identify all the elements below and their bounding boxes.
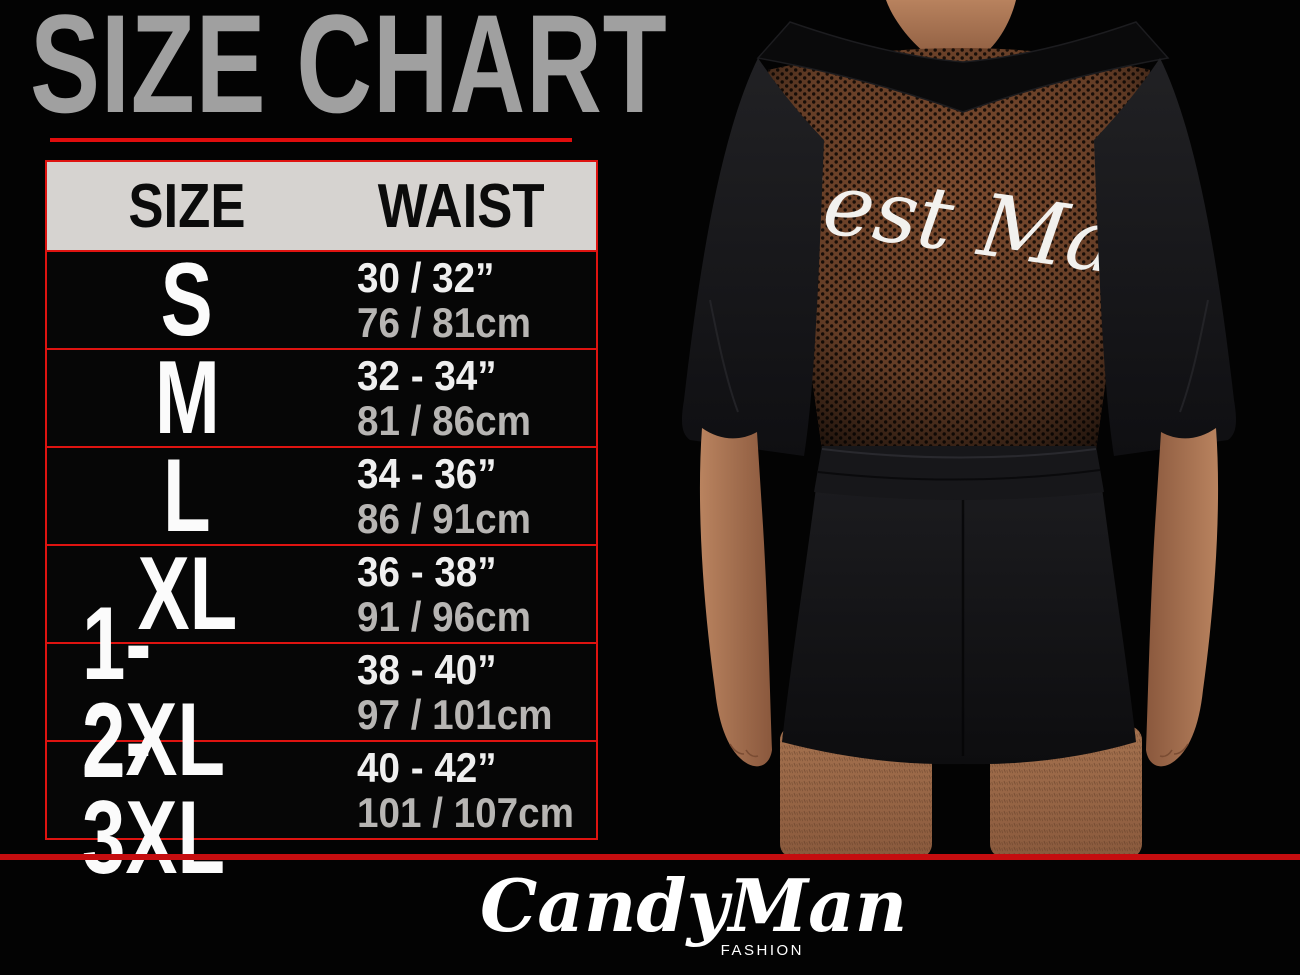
waist-cell: 34 - 36” 86 / 91cm [327,448,596,544]
waist-inches: 34 - 36” [357,450,497,497]
size-cell: L [47,438,327,554]
title-underline [50,138,572,142]
brand-wordmark: CandyMan [480,863,908,948]
size-label: 1-2XL [82,586,226,798]
header-size: SIZE [47,162,327,250]
model-arm-right [1146,428,1219,767]
waist-cm: 101 / 107cm [357,789,575,836]
robe-sleeve-right [1094,58,1236,456]
robe-collar [756,21,1170,113]
brand-logo: CandyMan FASHION [480,863,908,964]
header-waist-label: WAIST [378,171,545,241]
table-row: XL 36 - 38” 91 / 96cm [47,536,596,652]
size-cell: M [47,340,327,456]
robe-sleeve-left [682,58,824,456]
size-label: S [160,242,214,358]
size-label: XL [137,536,237,652]
waist-cm: 81 / 86cm [357,397,532,444]
sleeve-fold [709,299,739,413]
brand-subtext: FASHION [720,942,804,959]
waist-cm: 97 / 101cm [357,691,553,738]
mesh-back-panel [768,48,1150,456]
table-row: M 32 - 34” 81 / 86cm [47,340,596,456]
size-label: 2-3XL [82,684,226,896]
waist-cm: 76 / 81cm [357,299,532,346]
size-cell: S [47,242,327,358]
header-size-label: SIZE [128,171,246,241]
waist-cell: 36 - 38” 91 / 96cm [327,546,596,642]
size-table: SIZE WAIST S 30 / 32” 76 / 81cm M 32 - 3… [45,160,598,890]
page-title: SIZE CHART [30,0,668,142]
waist-inches: 40 - 42” [357,744,497,791]
waist-cell: 30 / 32” 76 / 81cm [327,252,596,348]
waist-inches: 30 / 32” [357,254,495,301]
size-label: M [154,340,220,456]
waist-inches: 36 - 38” [357,548,497,595]
table-row: L 34 - 36” 86 / 91cm [47,438,596,554]
table-row: S 30 / 32” 76 / 81cm [47,242,596,358]
sleeve-fold [1179,299,1209,413]
size-cell: 2-3XL [47,690,327,890]
waist-cell: 40 - 42” 101 / 107cm [327,742,596,838]
table-header-row: SIZE WAIST [47,162,596,250]
waist-cell: 38 - 40” 97 / 101cm [327,644,596,740]
size-cell: XL [47,536,327,652]
waist-inches: 38 - 40” [357,646,497,693]
size-cell: 1-2XL [47,592,327,792]
header-waist: WAIST [327,162,596,250]
size-label: L [163,438,211,554]
waist-cell: 32 - 34” 81 / 86cm [327,350,596,446]
table-row: 1-2XL 38 - 40” 97 / 101cm [47,592,596,792]
table-row: 2-3XL 40 - 42” 101 / 107cm [47,690,596,890]
waist-inches: 32 - 34” [357,352,497,399]
robe-belt [814,446,1104,500]
waist-cm: 91 / 96cm [357,593,532,640]
product-photo: Best Man [682,0,1236,858]
model-arm-left [699,428,772,767]
robe-skirt [782,488,1136,765]
waist-cm: 86 / 91cm [357,495,532,542]
footer-divider [0,854,1300,860]
